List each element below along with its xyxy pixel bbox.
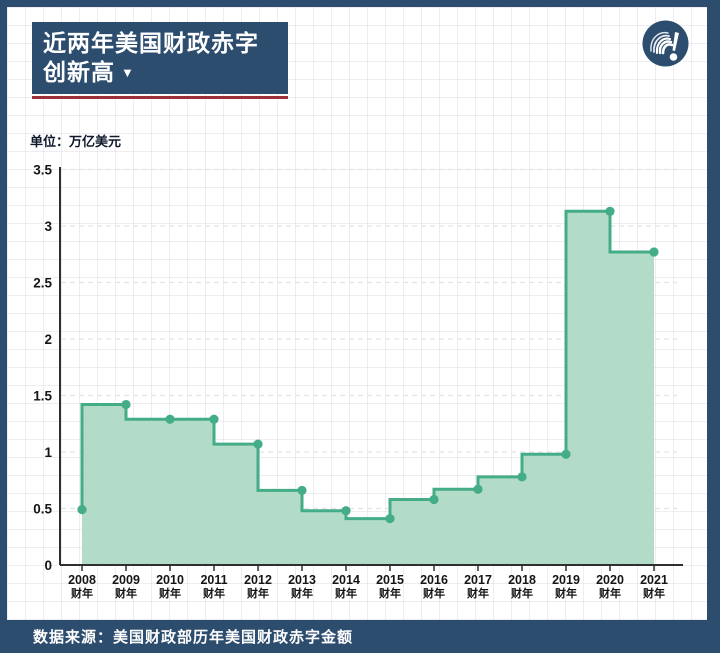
step-line <box>80 209 654 521</box>
deficit-step-chart: 00.511.522.533.52008财年2009财年2010财年2011财年… <box>33 163 683 600</box>
x-tick-suffix: 财年 <box>598 586 621 600</box>
title-line1: 近两年美国财政赤字 <box>43 30 259 56</box>
data-point-dot <box>209 414 219 424</box>
y-tick-label: 0 <box>44 558 52 573</box>
unit-label: 单位：万亿美元 <box>30 134 122 149</box>
y-tick-label: 1.5 <box>33 389 52 404</box>
x-tick-suffix: 财年 <box>378 586 401 600</box>
data-point-dot <box>429 494 439 505</box>
title-banner: 近两年美国财政赤字 创新高 ▼ <box>32 22 288 94</box>
x-tick-year: 2021 <box>640 573 668 587</box>
data-point-dot <box>649 247 659 257</box>
source-bar: 数据来源：美国财政部历年美国财政赤字金额 <box>0 620 720 653</box>
y-tick-label: 3.5 <box>33 163 52 178</box>
x-tick-suffix: 财年 <box>466 586 489 600</box>
data-point-dot <box>341 506 351 516</box>
y-tick-label: 1 <box>44 445 52 460</box>
x-tick-year: 2017 <box>464 573 492 587</box>
x-tick-suffix: 财年 <box>290 586 313 600</box>
title-underline <box>32 96 288 99</box>
x-tick-year: 2015 <box>376 573 404 587</box>
data-point-dot <box>561 449 571 459</box>
thepaper-wave-exclamation-logo-icon <box>642 20 689 67</box>
chart-area: 0 0.5 1 1.5 2 2.5 3 3.5 2008 财年 2009 财年 2010 财年 2011 财年… <box>7 150 707 620</box>
data-point-dot <box>605 206 615 216</box>
x-tick-year: 2016 <box>420 573 448 587</box>
data-point-dot <box>297 485 307 496</box>
data-point-dot <box>473 484 483 494</box>
x-tick-suffix: 财年 <box>70 586 93 600</box>
y-tick-labels: 0 0.5 1 1.5 2 2.5 3 3.5 <box>33 163 52 574</box>
x-tick-year: 2008 <box>68 573 96 587</box>
x-tick-year: 2020 <box>596 573 624 587</box>
y-tick-label: 3 <box>44 219 52 234</box>
title-line2: 创新高 ▼ <box>43 58 277 87</box>
x-tick-year: 2019 <box>552 573 580 587</box>
x-tick-year: 2013 <box>288 573 316 587</box>
x-tick-suffix: 财年 <box>642 586 665 600</box>
data-point-dot <box>77 505 87 515</box>
data-point-dot <box>253 439 263 449</box>
x-tick-year: 2014 <box>332 573 360 587</box>
x-tick-year: 2011 <box>200 573 227 587</box>
x-tick-year: 2012 <box>244 573 272 587</box>
y-tick-label: 2 <box>44 332 52 347</box>
x-tick-suffix: 财年 <box>554 586 577 600</box>
triangle-down-icon: ▼ <box>121 65 135 80</box>
x-tick-suffix: 财年 <box>422 586 445 600</box>
x-tick-year: 2018 <box>508 573 536 587</box>
y-tick-label: 2.5 <box>33 276 52 291</box>
source-text: 数据来源：美国财政部历年美国财政赤字金额 <box>33 629 354 646</box>
area-fill <box>82 211 654 565</box>
data-point-dot <box>385 514 395 524</box>
x-tick-suffix: 财年 <box>334 586 357 600</box>
x-tick-suffix: 财年 <box>510 586 533 600</box>
x-tick-labels: 2008财年2009财年2010财年2011财年2012财年2013财年2014… <box>68 565 668 600</box>
infographic-card: 近两年美国财政赤字 创新高 ▼ 单位：万亿美元 0 0.5 1 1.5 2 2.5 3 3.5… <box>7 7 707 620</box>
x-tick-suffix: 财年 <box>114 586 137 600</box>
x-tick-suffix: 财年 <box>246 586 269 600</box>
data-point-dot <box>165 414 175 424</box>
x-tick-suffix: 财年 <box>202 586 225 600</box>
data-point-dot <box>517 472 527 482</box>
data-point-dot <box>121 399 131 410</box>
x-tick-year: 2009 <box>112 573 140 587</box>
data-points <box>77 206 659 524</box>
title-line2-text: 创新高 <box>43 59 115 85</box>
y-tick-label: 0.5 <box>33 502 52 517</box>
x-tick-suffix: 财年 <box>158 586 181 600</box>
x-tick-year: 2010 <box>156 573 184 587</box>
